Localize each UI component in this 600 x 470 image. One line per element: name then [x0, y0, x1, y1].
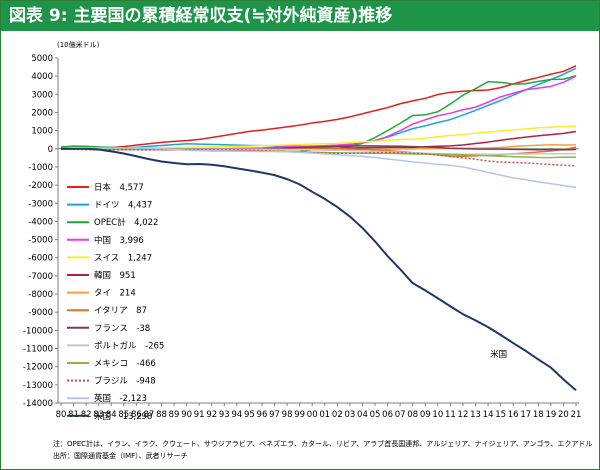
x-tick-label: 11	[445, 410, 456, 420]
y-tick-label: 3000	[31, 90, 53, 100]
x-tick-label: 09	[420, 410, 431, 420]
y-tick-label: -4000	[28, 217, 53, 227]
x-tick-label: 02	[332, 410, 343, 420]
legend-label-メキシコ: メキシコ -466	[94, 359, 156, 369]
series-line-ドイツ	[60, 67, 577, 150]
x-tick-label: 94	[231, 410, 242, 420]
x-tick-label: 93	[219, 410, 230, 420]
y-tick-label: -13000	[23, 381, 53, 391]
legend-label-タイ: タイ 214	[94, 289, 136, 299]
y-tick-label: 4000	[31, 72, 53, 82]
x-tick-label: 06	[382, 410, 393, 420]
line-chart: (10億米ドル) 500040003000200010000-1000-2000…	[23, 40, 582, 422]
x-tick-label: 91	[194, 410, 205, 420]
y-axis-unit-label: (10億米ドル)	[57, 40, 100, 49]
x-tick-label: 97	[269, 410, 280, 420]
footnote-source: 出所：国際通貨基金（IMF）、武者リサーチ	[53, 452, 188, 460]
legend-label-ブラジル: ブラジル -948	[94, 376, 156, 387]
series-line-英国	[60, 147, 577, 189]
y-tick-label: 2000	[31, 108, 53, 118]
y-tick-label: -11000	[23, 345, 53, 355]
x-tick-label: 16	[508, 410, 519, 420]
x-tick-label: 07	[395, 410, 406, 420]
legend-label-米国: 米国 -13,298	[94, 411, 152, 422]
x-tick-label: 14	[483, 410, 494, 420]
y-tick-label: -5000	[28, 236, 53, 246]
x-tick-label: 18	[533, 410, 544, 420]
legend-label-スイス: スイス 1,247	[94, 253, 152, 263]
x-tick-label: 00	[307, 410, 318, 420]
y-tick-label: -7000	[28, 272, 53, 282]
y-tick-label: -8000	[28, 290, 53, 300]
x-tick-label: 96	[257, 410, 268, 420]
x-tick-label: 12	[458, 410, 469, 420]
legend-label-韓国: 韓国 951	[94, 270, 136, 281]
x-tick-label: 08	[407, 410, 418, 420]
legend-label-中国: 中国 3,996	[94, 235, 144, 246]
series-line-米国	[60, 147, 577, 392]
x-tick-label: 83	[93, 410, 104, 420]
x-tick-label: 95	[244, 410, 255, 420]
y-tick-label: -9000	[28, 308, 53, 318]
x-tick-label: 15	[495, 410, 506, 420]
x-tick-label: 92	[206, 410, 217, 420]
footnote-note: 注：OPEC計は、イラン、イラク、クウェート、サウジアラビア、ベネズエラ、カター…	[53, 440, 593, 448]
x-tick-label: 88	[156, 410, 167, 420]
legend-label-ポルトガル: ポルトガル -265	[94, 340, 164, 351]
series-line-中国	[60, 75, 577, 150]
x-tick-label: 84	[106, 410, 117, 420]
x-tick-label: 04	[357, 410, 368, 420]
x-tick-label: 89	[169, 410, 180, 420]
legend-label-イタリア: イタリア 87	[94, 306, 147, 316]
x-tick-label: 86	[131, 410, 142, 420]
chart-title: 図表 9: 主要国の累積経常収支(≒対外純資産)推移	[1, 1, 599, 31]
y-axis-ticks: 5000 4000 3000 2000 1000 0 -1000 -2000 -3000 -400…	[23, 54, 58, 409]
y-tick-label: 1000	[31, 127, 53, 137]
legend-label-OPEC計: OPEC計 4,022	[94, 217, 158, 228]
legend-label-英国: 英国 -2,123	[94, 393, 147, 404]
x-tick-label: 13	[470, 410, 481, 420]
x-tick-label: 98	[282, 410, 293, 420]
y-tick-label: -6000	[28, 254, 53, 264]
y-tick-label: -2000	[28, 181, 53, 191]
y-tick-label: 5000	[31, 54, 53, 64]
legend-label-ドイツ: ドイツ 4,437	[94, 201, 152, 211]
x-tick-label: 80	[56, 410, 67, 420]
series-lines	[60, 64, 577, 392]
y-tick-label: -1000	[28, 163, 53, 173]
x-tick-label: 17	[520, 410, 531, 420]
legend-label-フランス: フランス -38	[94, 324, 150, 334]
y-tick-label: -12000	[23, 363, 53, 373]
x-tick-label: 85	[118, 410, 129, 420]
y-tick-label: -10000	[23, 326, 53, 336]
x-tick-label: 90	[181, 410, 192, 420]
annotations: 米国	[490, 349, 507, 360]
x-tick-label: 99	[294, 410, 305, 420]
x-tick-label: 01	[319, 410, 330, 420]
series-line-日本	[60, 64, 577, 150]
x-tick-label: 05	[370, 410, 381, 420]
legend: 日本 4,577 ドイツ 4,437 OPEC計 4,022 中国 3,996 スイス …	[67, 182, 164, 422]
y-tick-label: -3000	[28, 199, 53, 209]
x-tick-label: 21	[571, 410, 582, 420]
legend-label-日本: 日本 4,577	[94, 182, 144, 193]
y-tick-label: -14000	[23, 399, 53, 409]
y-tick-label: 0	[48, 145, 53, 155]
x-tick-label: 20	[558, 410, 569, 420]
x-tick-label: 87	[144, 410, 155, 420]
annotation-label: 米国	[490, 349, 507, 360]
x-tick-label: 10	[432, 410, 443, 420]
x-tick-label: 03	[344, 410, 355, 420]
x-tick-label: 19	[545, 410, 556, 420]
